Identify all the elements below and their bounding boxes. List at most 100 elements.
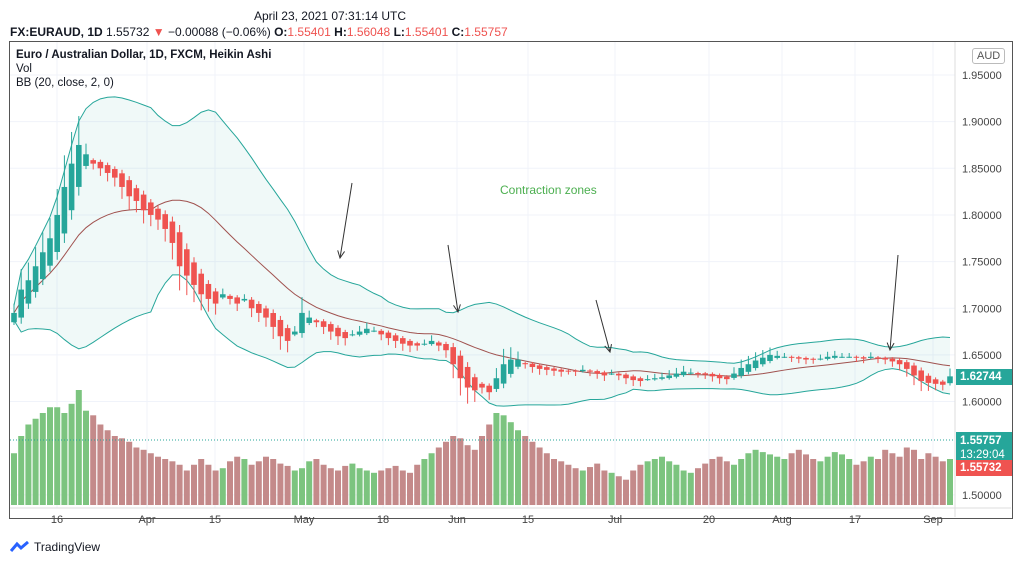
candle-body [738,367,744,376]
bb-lower-band [13,274,951,407]
candle-body [25,280,32,304]
volume-bar [205,464,212,505]
volume-bar [774,456,781,505]
bb-basis [13,199,951,377]
volume-bar [104,430,111,505]
arrow-head-icon [453,304,461,314]
volume-bar [803,454,809,505]
volume-bar [306,461,313,505]
vol-indicator-label[interactable]: Vol [16,63,32,75]
volume-bar [183,470,190,505]
bb-indicator-label[interactable]: BB (20, close, 2, 0) [16,77,114,89]
currency-button[interactable]: AUD [972,48,1006,64]
volume-bar [601,470,608,505]
y-tick-label: 1.50000 [962,490,1002,502]
volume-bar [752,449,759,505]
candle-body [198,273,204,295]
tradingview-logo-icon [10,541,29,552]
candle-body [587,370,593,372]
candle-body [673,373,680,377]
countdown: 13:29:04 [960,449,1005,461]
candle-body [788,356,795,358]
candle-body [220,294,226,298]
volume-bar [687,472,694,505]
candle-body [522,363,528,365]
series-title[interactable]: Euro / Australian Dollar, 1D, FXCM, Heik… [16,49,272,61]
candle-body [896,360,903,365]
annotation-arrow [889,254,899,351]
candle-body [925,375,932,383]
volume-bar [97,424,104,505]
tradingview-logo[interactable]: TradingView [10,540,100,554]
candle-body [500,364,507,384]
candle-body [90,160,96,164]
volume-bar [169,461,176,505]
volume-bar [529,441,536,505]
x-tick-label: May [294,514,315,526]
volume-bar [457,438,464,505]
candle-body [911,365,917,376]
volume-bar [435,447,442,505]
candle-body [745,364,752,372]
volume-bar [723,461,730,505]
volume-bar [119,438,125,505]
symbol[interactable]: FX:EURAUD, 1D [10,25,103,39]
volume-bar [623,479,629,505]
symbol-ohlc-line: FX:EURAUD, 1D 1.55732 ▼ −0.00088 (−0.06%… [10,25,508,39]
candle-body [666,375,672,379]
candle-body [18,289,24,318]
candle-body [796,357,802,359]
volume-bar [565,464,572,505]
volume-bar [284,465,291,505]
volume-bar [248,464,255,505]
candle-body [695,373,701,375]
candle-body [752,360,759,369]
volume-bar [853,464,860,505]
volume-bar [522,436,529,505]
candle-body [263,308,269,318]
volume-bar [839,454,845,505]
prev-close-badge: 1.55732 [956,460,1012,476]
candle-body [162,214,168,229]
chart-legend: Euro / Australian Dollar, 1D, FXCM, Heik… [16,48,271,90]
volume-bar [428,453,435,505]
candle-body [544,367,550,370]
close-label: C: [451,25,465,39]
volume-bar [810,459,817,505]
volume-bar [493,413,500,505]
candle-body [356,331,363,335]
volume-bar [788,453,795,505]
candle-body [608,373,615,375]
candle-body [601,372,608,376]
volume-bar [536,447,543,505]
volume-bar [126,441,133,505]
candle-body [652,378,658,380]
candle-body [227,295,233,299]
candle-body [54,214,60,252]
candle-body [529,363,536,368]
volume-bar [198,459,205,505]
volume-bar [515,430,521,505]
candle-body [594,371,600,374]
y-tick-label: 1.80000 [962,210,1002,222]
volume-bar [421,459,428,505]
arrow-head-icon [604,344,612,354]
volume-bar [356,468,363,505]
price-badge-value: 1.55757 [960,435,1002,447]
candle-body [277,319,284,337]
candle-body [320,321,327,327]
volume-bar [277,463,284,505]
candle-body [97,161,104,169]
candle-body [40,252,46,280]
arrow-head-icon [886,342,895,352]
volume-bar [939,461,946,505]
volume-bar [500,415,507,505]
volume-bar [255,461,262,505]
volume-bar [147,453,154,505]
chart-frame[interactable] [9,41,1013,519]
candle-body [464,366,471,388]
y-tick-label: 1.95000 [962,70,1002,82]
candle-body [284,328,291,341]
volume-bar [817,461,824,505]
